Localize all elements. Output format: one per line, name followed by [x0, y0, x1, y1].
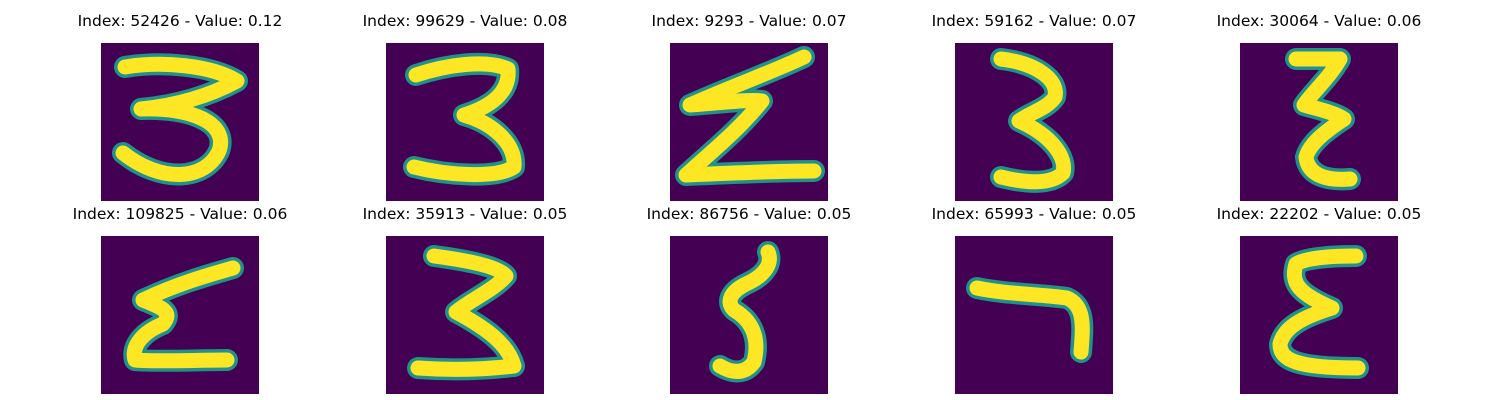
digit-image: [101, 43, 259, 201]
digit-panel-10: Index: 22202 - Value: 0.05: [1199, 202, 1439, 394]
panel-title: Index: 52426 - Value: 0.12: [77, 12, 283, 30]
digit-image: [955, 43, 1113, 201]
digit-panel-8: Index: 86756 - Value: 0.05: [629, 202, 869, 394]
digit-image: [1240, 236, 1398, 394]
digit-image: [670, 236, 828, 394]
panel-title: Index: 109825 - Value: 0.06: [72, 205, 288, 223]
panel-title: Index: 22202 - Value: 0.05: [1216, 205, 1422, 223]
panel-title: Index: 59162 - Value: 0.07: [931, 12, 1137, 30]
panel-title: Index: 9293 - Value: 0.07: [651, 12, 847, 30]
panel-title: Index: 35913 - Value: 0.05: [362, 205, 568, 223]
digit-image: [1240, 43, 1398, 201]
digit-panel-7: Index: 35913 - Value: 0.05: [345, 202, 585, 394]
digit-panel-3: Index: 9293 - Value: 0.07: [629, 9, 869, 201]
digit-panel-2: Index: 99629 - Value: 0.08: [345, 9, 585, 201]
digit-panel-1: Index: 52426 - Value: 0.12: [60, 9, 300, 201]
digit-image: [101, 236, 259, 394]
digit-image: [670, 43, 828, 201]
panel-title: Index: 86756 - Value: 0.05: [646, 205, 852, 223]
digit-image: [386, 43, 544, 201]
panel-title: Index: 30064 - Value: 0.06: [1216, 12, 1422, 30]
digit-panel-6: Index: 109825 - Value: 0.06: [60, 202, 300, 394]
digit-panel-4: Index: 59162 - Value: 0.07: [914, 9, 1154, 201]
panel-title: Index: 99629 - Value: 0.08: [362, 12, 568, 30]
digit-image: [386, 236, 544, 394]
digit-panel-9: Index: 65993 - Value: 0.05: [914, 202, 1154, 394]
panel-title: Index: 65993 - Value: 0.05: [931, 205, 1137, 223]
digit-image: [955, 236, 1113, 394]
digit-panel-5: Index: 30064 - Value: 0.06: [1199, 9, 1439, 201]
